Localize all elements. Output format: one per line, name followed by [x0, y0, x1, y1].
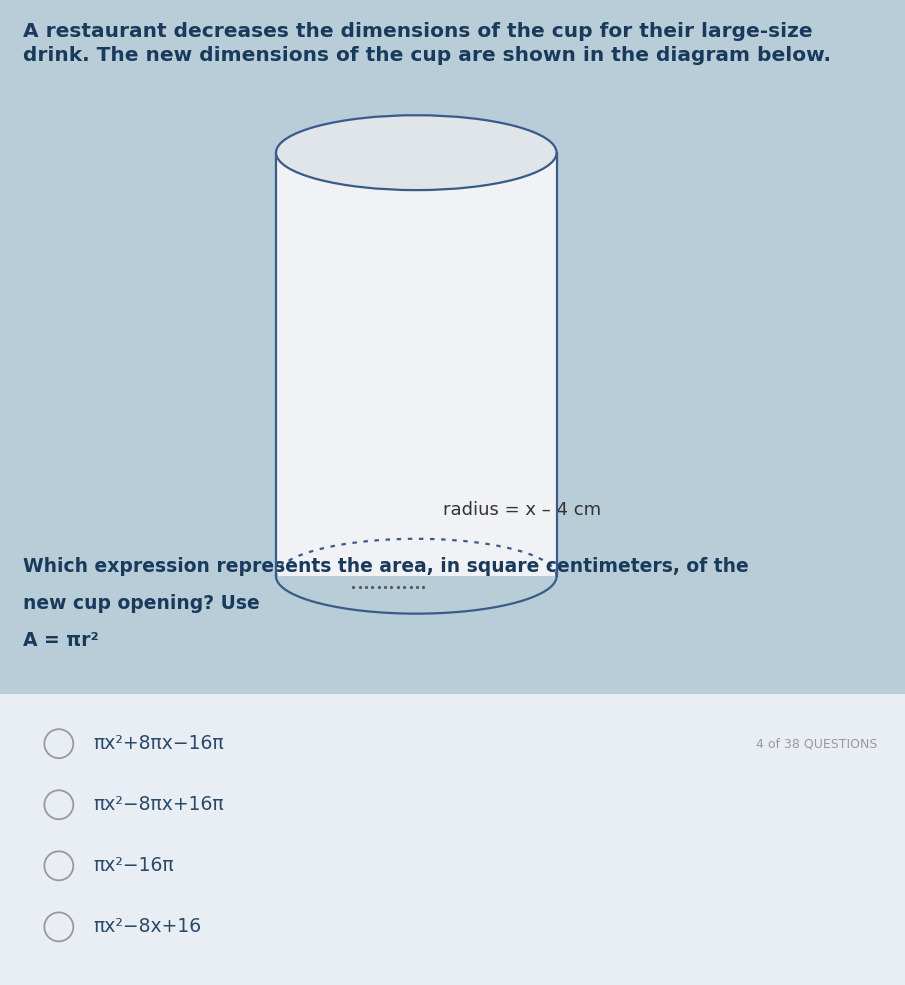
Text: πx²+8πx−16π: πx²+8πx−16π [93, 734, 224, 754]
Text: πx²−16π: πx²−16π [93, 856, 174, 876]
Text: radius = x – 4 cm: radius = x – 4 cm [443, 501, 602, 519]
Text: 4 of 38 QUESTIONS: 4 of 38 QUESTIONS [757, 737, 878, 751]
Bar [276, 153, 557, 576]
Bar [0, 694, 905, 985]
Text: A restaurant decreases the dimensions of the cup for their large-size: A restaurant decreases the dimensions of… [23, 22, 813, 40]
Text: A = πr²: A = πr² [23, 631, 99, 650]
Text: new cup opening? Use: new cup opening? Use [23, 594, 260, 613]
Text: πx²−8πx+16π: πx²−8πx+16π [93, 795, 224, 815]
Ellipse shape [276, 115, 557, 190]
Text: πx²−8x+16: πx²−8x+16 [93, 917, 201, 937]
Text: drink. The new dimensions of the cup are shown in the diagram below.: drink. The new dimensions of the cup are… [23, 46, 831, 65]
Text: Which expression represents the area, in square centimeters, of the: Which expression represents the area, in… [23, 557, 748, 575]
